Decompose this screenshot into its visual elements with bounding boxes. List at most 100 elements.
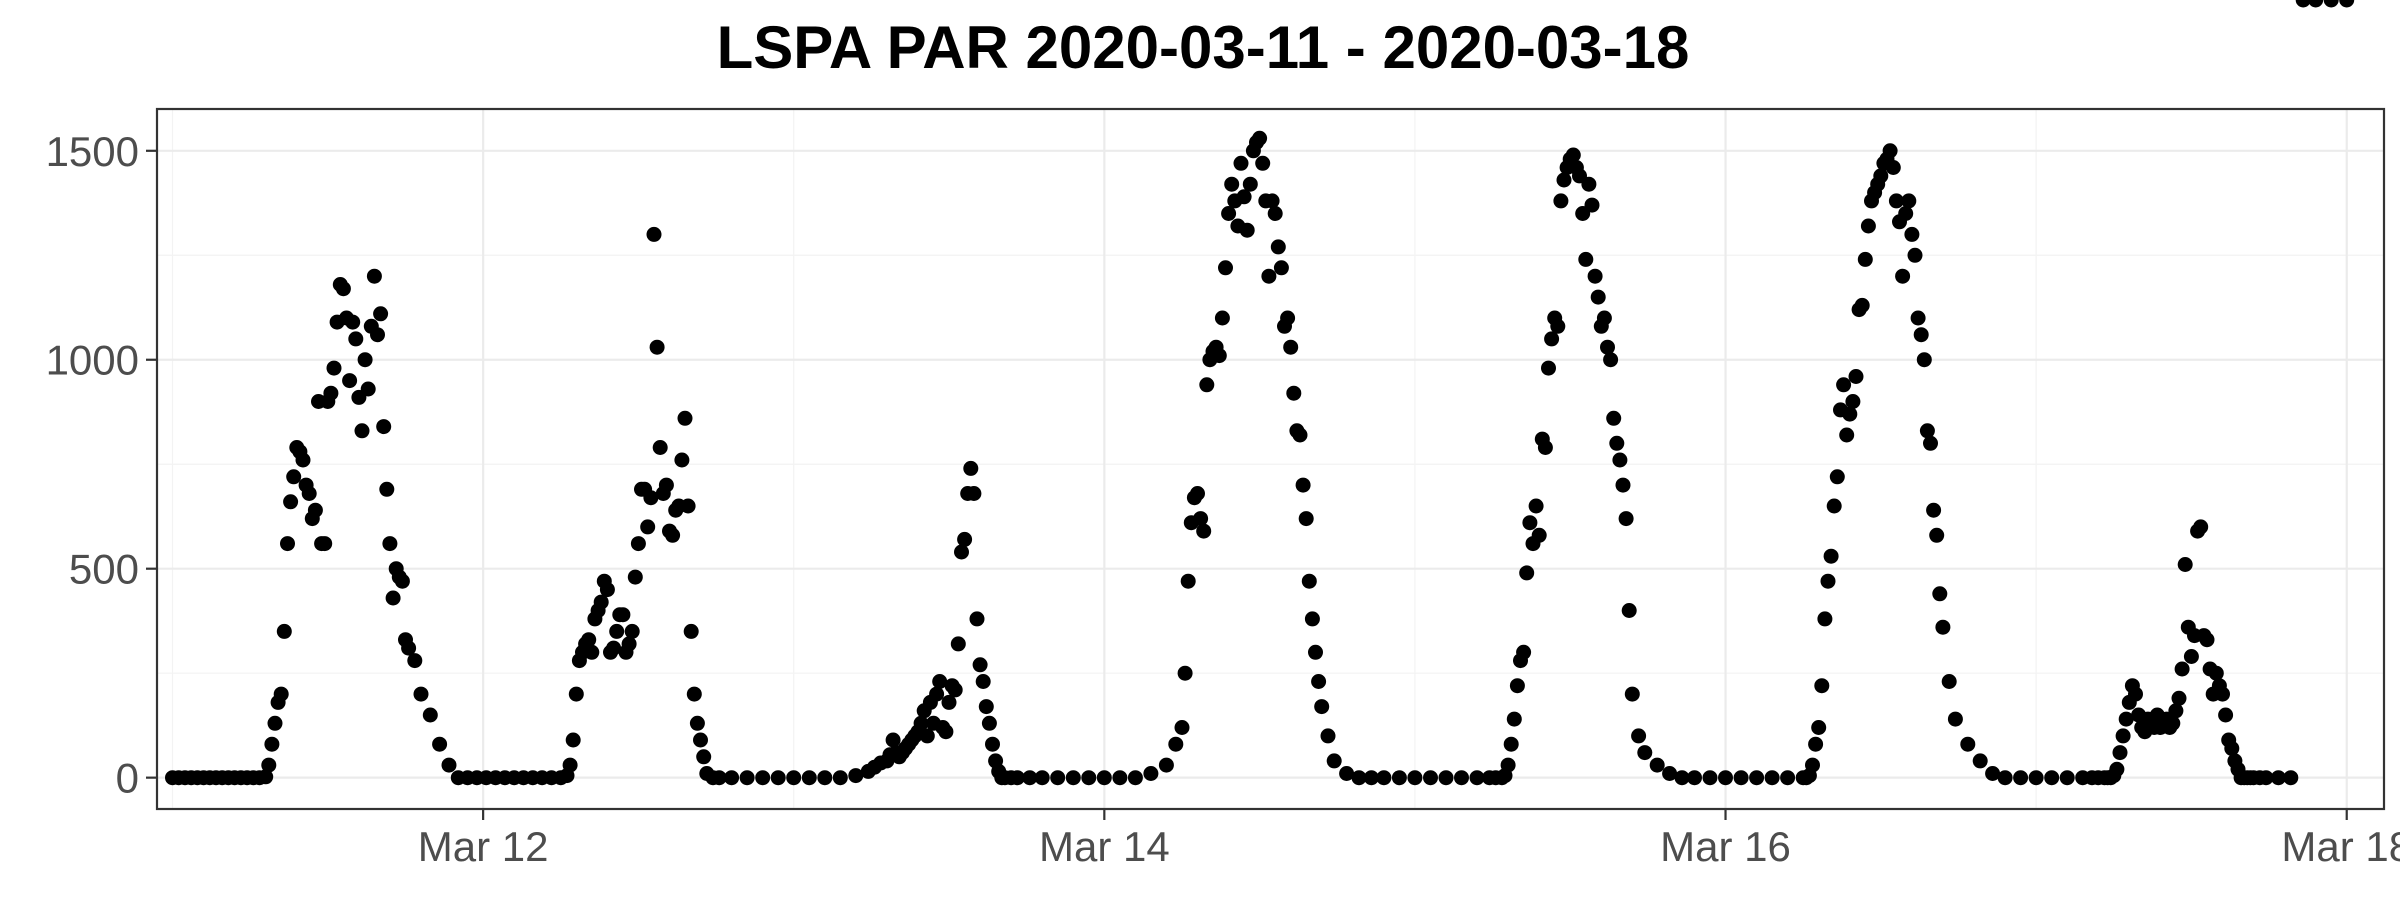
data-point — [1544, 331, 1560, 347]
data-point — [1808, 736, 1824, 752]
data-point — [1286, 385, 1302, 401]
data-point — [1907, 247, 1923, 263]
data-point — [432, 736, 448, 752]
data-point — [975, 674, 991, 689]
data-point — [1180, 573, 1196, 589]
data-point — [1836, 377, 1852, 393]
data-point — [2115, 728, 2131, 744]
data-point — [1997, 770, 2013, 786]
data-point — [1264, 193, 1280, 209]
data-point — [686, 686, 702, 702]
data-point — [407, 653, 423, 669]
data-point — [1780, 770, 1796, 786]
data-point — [1174, 720, 1190, 735]
data-point — [1255, 155, 1271, 171]
data-point — [1923, 435, 1938, 451]
data-point — [2128, 686, 2143, 702]
data-point — [950, 636, 966, 652]
data-point — [1674, 770, 1690, 786]
data-point — [584, 644, 600, 660]
data-point — [972, 657, 988, 673]
data-point — [674, 452, 690, 468]
x-tick-label: Mar 12 — [418, 823, 549, 870]
data-point — [1177, 665, 1193, 681]
data-point — [665, 527, 681, 543]
data-point — [360, 381, 376, 397]
axis-layer: 0 500 1000 1500 Mar 12 Mar 14 Mar 16 Mar 18 — [46, 128, 2400, 870]
data-point — [1127, 770, 1143, 786]
data-point — [1233, 155, 1249, 171]
data-point — [1600, 339, 1615, 355]
data-point — [2208, 665, 2224, 681]
data-point — [1034, 770, 1050, 786]
data-point — [1537, 440, 1553, 455]
data-point — [1624, 686, 1640, 702]
data-point — [441, 757, 457, 773]
data-point — [1904, 226, 1920, 242]
data-point — [1615, 477, 1631, 493]
data-point — [1649, 757, 1665, 773]
data-point — [357, 352, 373, 368]
data-point — [624, 623, 640, 639]
data-point — [323, 385, 339, 401]
data-point — [1158, 757, 1174, 773]
data-point — [276, 623, 292, 639]
data-point — [422, 707, 438, 723]
data-point — [711, 770, 727, 786]
data-point — [1301, 573, 1317, 589]
data-point — [1519, 565, 1535, 581]
grid-layer — [157, 109, 2384, 809]
data-point — [649, 339, 665, 355]
data-point — [1528, 498, 1544, 514]
data-point — [1553, 193, 1569, 209]
x-tick-label: Mar 14 — [1039, 823, 1170, 870]
data-point — [1541, 360, 1556, 376]
data-point — [2174, 661, 2190, 677]
data-point — [1929, 527, 1945, 543]
data-point — [963, 460, 979, 476]
data-point — [1733, 770, 1749, 786]
data-point — [2171, 690, 2187, 706]
data-point — [2295, 0, 2311, 8]
data-point — [2323, 0, 2339, 8]
data-point — [348, 331, 364, 347]
data-point — [593, 594, 609, 610]
data-point — [1391, 770, 1407, 786]
data-point — [258, 769, 274, 785]
y-tick-label: 0 — [116, 755, 139, 802]
data-point — [317, 536, 333, 552]
data-point — [2183, 649, 2199, 664]
data-point — [696, 749, 712, 765]
data-point — [1407, 770, 1423, 786]
data-point — [1839, 427, 1855, 443]
data-point — [1239, 222, 1255, 238]
data-point — [1320, 728, 1336, 744]
data-point — [969, 611, 985, 627]
data-point — [1941, 674, 1957, 689]
data-point — [1718, 770, 1733, 786]
data-point — [1882, 143, 1898, 159]
data-point — [919, 728, 935, 744]
data-point — [1885, 160, 1901, 175]
data-point — [1423, 770, 1438, 786]
data-point — [1211, 348, 1227, 364]
data-point — [1295, 477, 1311, 493]
data-point — [2283, 770, 2299, 786]
data-point — [1298, 511, 1314, 527]
data-point — [1584, 197, 1600, 213]
data-point — [2270, 770, 2286, 786]
data-point — [938, 724, 954, 740]
data-point — [1687, 770, 1702, 786]
data-point — [342, 373, 358, 389]
data-point — [643, 490, 659, 506]
data-point — [1565, 147, 1581, 163]
data-point — [683, 623, 699, 639]
data-point — [2118, 711, 2134, 727]
data-point — [1578, 251, 1594, 267]
data-point — [1218, 260, 1233, 276]
data-point — [1022, 770, 1038, 786]
data-point — [345, 314, 361, 330]
data-point — [413, 686, 429, 702]
data-point — [801, 770, 817, 786]
data-point — [1326, 753, 1342, 769]
